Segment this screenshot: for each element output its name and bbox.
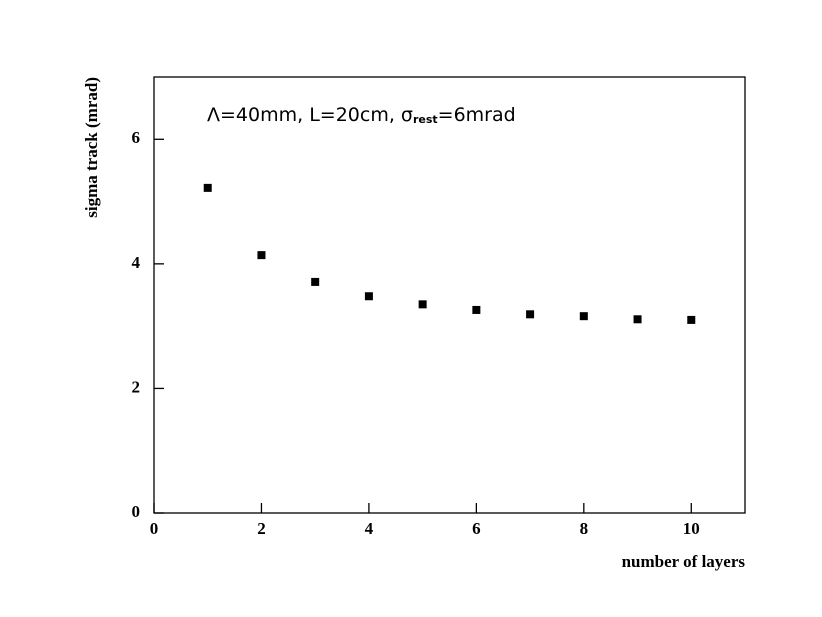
- x-tick-label: 4: [365, 519, 374, 538]
- data-point: [687, 315, 696, 324]
- annotation-subscript: rest: [413, 113, 438, 126]
- data-point: [311, 277, 320, 286]
- x-tick-label: 10: [683, 519, 700, 538]
- x-tick-label: 0: [150, 519, 159, 538]
- y-tick-label: 2: [132, 377, 141, 396]
- plot-frame: [153, 76, 746, 514]
- y-tick-label: 0: [132, 502, 141, 521]
- x-tick-label: 8: [580, 519, 589, 538]
- annotation-text: =6mrad: [438, 104, 516, 126]
- y-axis-label: sigma track (mrad): [82, 77, 101, 218]
- y-tick-label: 6: [132, 128, 141, 147]
- data-point: [633, 315, 642, 324]
- data-point: [364, 292, 373, 301]
- x-tick-label: 2: [257, 519, 266, 538]
- data-point: [418, 300, 427, 309]
- y-tick-label: 4: [132, 253, 141, 272]
- annotation-text: Λ=40mm, L=20cm, σ: [207, 104, 413, 126]
- x-tick-label: 6: [472, 519, 481, 538]
- data-point: [203, 183, 212, 192]
- x-axis-label: number of layers: [622, 552, 746, 571]
- annotation: Λ=40mm, L=20cm, σrest=6mrad: [207, 104, 516, 127]
- data-point: [472, 305, 481, 314]
- data-point: [579, 312, 588, 321]
- data-point: [257, 251, 266, 260]
- data-point: [526, 310, 535, 319]
